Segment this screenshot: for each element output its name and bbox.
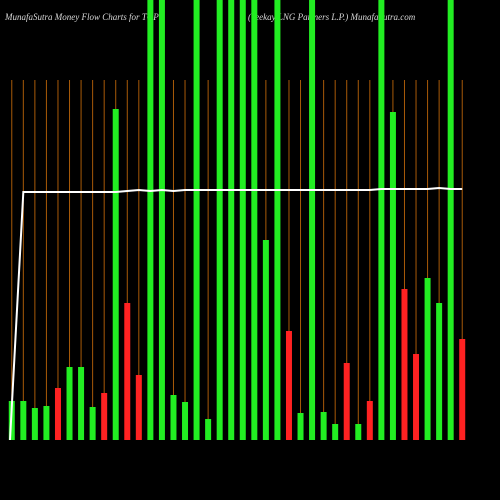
bar [436,303,443,440]
bar [239,0,246,440]
bar [401,289,408,440]
bar [20,401,27,440]
bar [112,109,119,440]
bar [228,0,235,440]
bar [320,412,327,440]
bar [355,424,362,440]
chart-subtitle: (Teekay LNG Partners L.P.) MunafaSutra.c… [248,12,416,22]
bar [193,0,200,440]
bar [43,406,50,440]
bar [66,367,73,440]
bar [343,363,350,440]
bar [459,339,466,440]
bar [297,413,304,440]
bar [285,331,292,440]
bar [447,0,454,440]
bar [251,0,258,440]
bar [31,408,38,440]
bar [124,303,131,440]
bar [216,0,223,440]
bar [54,388,61,440]
bar [158,0,165,440]
bar [101,393,108,440]
bar [205,419,212,440]
bar [424,278,431,440]
bar [366,401,373,440]
bar [309,0,316,440]
bar [262,240,269,440]
money-flow-line [9,186,463,441]
bar [413,354,420,440]
bar [378,0,385,440]
bar [389,112,396,440]
bar [135,375,142,440]
bar [170,395,177,440]
bar [147,0,154,440]
chart-title: MunafaSutra Money Flow Charts for TGP [4,12,159,22]
bar [274,0,281,440]
bar [78,367,85,440]
bar [89,407,96,440]
bar [182,402,189,440]
bar [332,424,339,440]
